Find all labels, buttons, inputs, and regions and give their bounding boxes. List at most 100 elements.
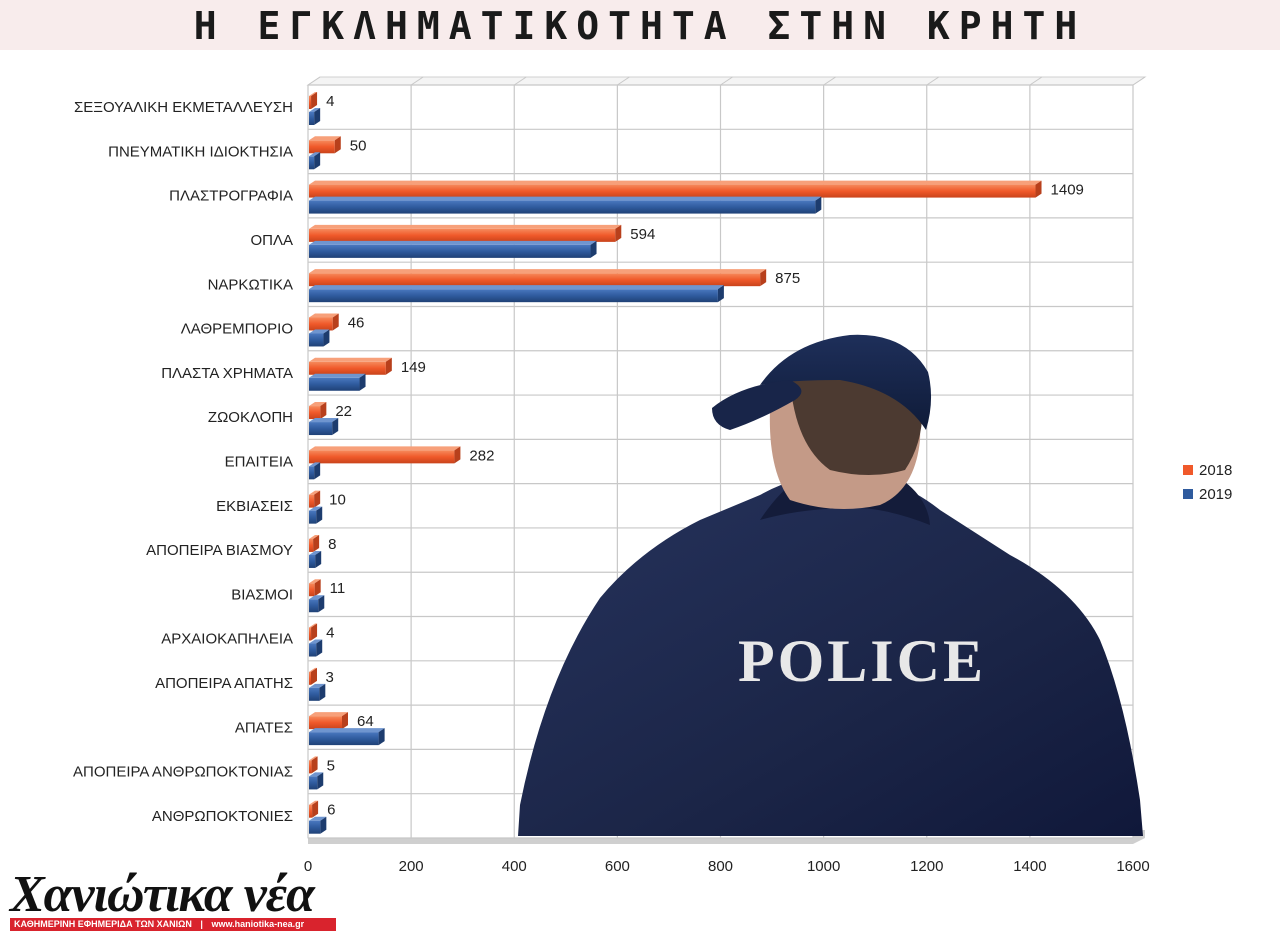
data-label-2018: 875 [775,270,800,287]
bar-2018-top [309,446,461,451]
bar-2018-face [309,361,386,375]
police-officer-photo [518,334,1143,836]
bar-2018-side [454,446,461,464]
bar-2018-top [309,667,317,672]
bar-2019-face [309,422,333,436]
bar-2019 [309,418,339,436]
bar-2018 [309,446,461,464]
bar-2019-top [309,285,724,290]
bar-2018-side [1035,180,1042,198]
bar-2018-top [309,92,318,96]
bar-2019-top [309,816,327,821]
bar-2019-face [309,554,316,568]
bar-2019-side [318,595,325,613]
bar-2019 [309,240,597,258]
bar-2019-top [309,506,323,511]
data-label-2018: 64 [357,713,374,730]
category-label: ΖΩΟΚΛΟΠΗ [208,409,293,426]
bar-2018-face [309,716,342,730]
bar-2019 [309,373,366,391]
bar-2018-face [309,494,315,508]
legend-swatch-2019 [1183,489,1193,499]
bar-2019-top [309,196,822,201]
bar-2019-face [309,599,319,613]
bar-2019 [309,683,326,701]
bar-2018 [309,136,341,154]
gridline-x-depth [1132,76,1146,86]
bar-2018 [309,490,321,508]
bar-2019 [309,108,321,125]
jacket-police-text: POLICE [738,628,986,694]
bar-2018-top [309,800,319,805]
bar-2018-top [309,313,339,318]
bar-2018-side [760,269,767,287]
bar-2018 [309,180,1042,198]
gridline-x-depth [617,76,630,86]
brand-name: Χανιώτικα νέα [10,866,315,923]
bar-2019-side [717,285,724,303]
bar-2018 [309,579,321,597]
legend: 2018 2019 [1183,458,1232,506]
x-tick-label: 600 [605,858,630,875]
bar-2018-side [312,800,319,818]
bar-2019-face [309,820,321,834]
legend-item-2019: 2019 [1183,482,1232,506]
bar-2019 [309,152,321,170]
bar-2018-top [309,623,318,628]
data-label-2018: 46 [348,314,365,331]
bar-2018-face [309,96,312,109]
bar-2019-face [309,776,318,790]
bar-2019 [309,329,330,347]
bar-2019-side [323,329,330,347]
bar-2019 [309,285,724,303]
bar-2019 [309,595,325,613]
bar-2018-face [309,804,313,818]
bar-2018 [309,313,339,331]
bar-2019 [309,196,822,214]
bar-2018-side [342,712,348,730]
bar-2019-top [309,772,324,777]
bar-2018 [309,712,348,730]
bar-2019-side [316,506,323,524]
bar-2019-side [319,683,326,701]
page-title: Η ΕΓΚΛΗΜΑΤΙΚΟΤΗΤΑ ΣΤΗΝ ΚΡΗΤΗ [193,4,1087,48]
bar-2018 [309,269,767,287]
bar-2019-face [309,643,317,657]
data-label-2018: 149 [401,359,426,376]
bar-2019-side [332,418,339,436]
category-label: ΑΠΟΠΕΙΡΑ ΒΙΑΣΜΟΥ [146,542,293,559]
bar-2018 [309,357,392,375]
bar-2018-face [309,583,315,597]
bar-2018-side [320,402,327,420]
category-label: ΝΑΡΚΩΤΙΚΑ [208,276,293,293]
bar-2019 [309,550,322,568]
bar-2019-face [309,333,324,347]
x-tick-label: 800 [708,858,733,875]
bar-2019-top [309,329,330,334]
data-label-2018: 50 [350,137,367,154]
bar-2018-top [309,579,321,584]
category-label: ΕΠΑΙΤΕΙΑ [225,454,293,471]
bar-2019-side [317,772,324,790]
bar-2019 [309,816,327,834]
bar-2019-face [309,200,816,214]
category-label: ΟΠΛΑ [250,232,293,249]
data-label-2018: 6 [327,802,335,819]
bar-2018-face [309,140,335,154]
bar-2019-side [590,240,597,258]
data-label-2018: 10 [329,492,346,509]
bar-2018-face [309,184,1036,198]
bar-2018-top [309,756,318,761]
bar-2018-top [309,490,321,495]
bar-2019 [309,462,321,480]
legend-label-2019: 2019 [1199,485,1233,503]
bar-2019-face [309,112,315,125]
bar-2018-face [309,228,616,242]
bar-2018-top [309,402,327,407]
category-label: ΑΠΟΠΕΙΡΑ ΑΝΘΡΩΠΟΚΤΟΝΙΑΣ [73,764,293,781]
bar-2018-side [313,534,320,552]
data-label-2018: 11 [330,580,346,597]
legend-item-2018: 2018 [1183,458,1232,482]
bar-2018 [309,756,318,774]
bar-2019-top [309,595,325,600]
